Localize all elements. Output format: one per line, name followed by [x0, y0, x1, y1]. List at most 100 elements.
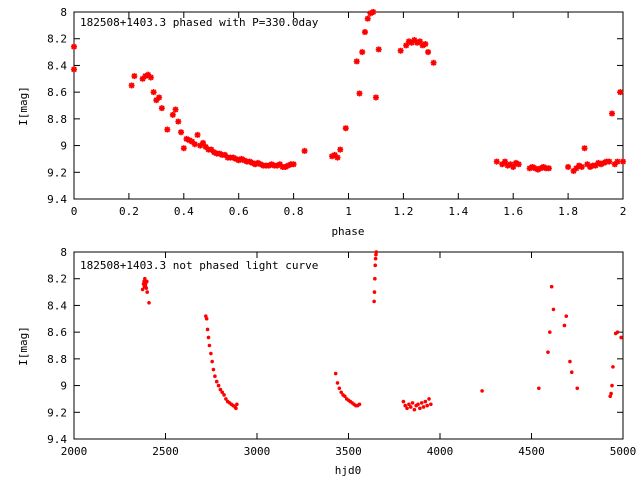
- phased-x-tick-label: 0.4: [174, 205, 194, 218]
- phased-data-point: [356, 90, 363, 97]
- unphased-data-point: [419, 401, 424, 405]
- phased-data-point: [609, 110, 616, 117]
- unphased-data-point: [210, 359, 214, 364]
- phased-data-point: [565, 163, 572, 170]
- phased-x-tick-label: 0.2: [119, 205, 139, 218]
- phased-data-point: [419, 42, 426, 49]
- unphased-data-point: [412, 407, 417, 412]
- phased-data-point: [600, 159, 607, 166]
- phased-data-point: [131, 73, 138, 80]
- phased-chart-title: 182508+1403.3 phased with P=330.0day: [80, 16, 319, 29]
- unphased-y-tick-label: 8: [60, 246, 67, 259]
- phased-data-point: [414, 39, 421, 46]
- phased-data-point: [534, 166, 541, 173]
- phased-y-tick-label: 8.4: [47, 59, 67, 72]
- phased-data-point: [230, 154, 237, 161]
- unphased-data-point: [209, 351, 213, 356]
- phased-data-point: [139, 75, 146, 82]
- unphased-data-point: [145, 279, 149, 284]
- phased-data-point: [301, 147, 308, 154]
- phased-data-point: [510, 163, 517, 170]
- phased-data-point: [169, 111, 176, 118]
- phased-y-tick-label: 8: [60, 6, 67, 19]
- unphased-data-point: [218, 387, 223, 392]
- phased-chart: 0 0.2 0.4 0.6 0.8 1 1.2 1.4 1.6 1.8 2 8 8.2 8.4 8.6 8.8…: [17, 6, 626, 238]
- phased-data-point: [235, 157, 242, 164]
- unphased-data-point: [222, 393, 226, 397]
- phased-data-point: [512, 159, 519, 166]
- unphased-data-point: [372, 290, 377, 294]
- unphased-data-point: [619, 335, 623, 340]
- phased-y-tick-label: 8.8: [47, 113, 67, 126]
- phased-data-point: [405, 38, 412, 45]
- unphased-y-tick-label: 9.2: [47, 406, 67, 419]
- unphased-data-point: [206, 335, 211, 340]
- unphased-data-point: [423, 399, 428, 404]
- unphased-data-point: [575, 386, 580, 391]
- phased-data-point: [282, 163, 289, 170]
- unphased-data-point: [216, 383, 221, 388]
- phased-data-point: [342, 125, 349, 132]
- unphased-plot-frame: [73, 251, 624, 440]
- unphased-x-tick-label: 4000: [427, 445, 454, 458]
- phased-data-point: [183, 135, 190, 142]
- phased-x-tick-label: 2: [620, 205, 627, 218]
- phased-y-tick-label: 9: [60, 140, 67, 153]
- unphased-data-point: [205, 327, 210, 332]
- phased-data-point: [252, 161, 259, 168]
- phased-data-point: [367, 10, 374, 17]
- unphased-data-point: [343, 394, 347, 399]
- unphased-data-point: [147, 300, 151, 305]
- unphased-y-tick-label: 9.4: [47, 433, 67, 446]
- phased-data-point: [611, 161, 618, 168]
- phased-data-point: [425, 49, 432, 56]
- unphased-data-point: [405, 406, 409, 411]
- unphased-x-tick-label: 3000: [244, 445, 271, 458]
- phased-data-point: [397, 47, 404, 54]
- phased-data-point: [504, 162, 511, 169]
- phased-data-point: [71, 43, 77, 50]
- phased-data-point: [499, 161, 506, 168]
- unphased-data-point: [339, 390, 343, 395]
- unphased-data-point: [615, 330, 620, 334]
- phased-data-point: [493, 158, 500, 165]
- unphased-data-point: [407, 402, 411, 407]
- phased-x-tick-label: 1.4: [448, 205, 468, 218]
- phased-data-point: [359, 49, 366, 56]
- phased-data-point: [411, 37, 418, 44]
- unphased-data-point: [416, 402, 420, 407]
- unphased-data-point: [562, 323, 567, 328]
- phased-data-point: [592, 162, 599, 169]
- phased-data-point: [584, 161, 591, 168]
- phased-data-point: [408, 39, 415, 46]
- phased-y-axis-label: I[mag]: [17, 86, 30, 126]
- unphased-data-point: [429, 402, 433, 407]
- phased-data-point: [197, 142, 204, 149]
- phased-data-point: [532, 165, 539, 172]
- phased-data-point: [573, 165, 580, 172]
- phased-data-point: [145, 71, 152, 78]
- phased-data-point: [257, 161, 264, 168]
- unphased-data-point: [335, 381, 340, 385]
- phased-data-point: [403, 42, 410, 49]
- unphased-data-point: [568, 359, 572, 364]
- unphased-data-point: [235, 402, 239, 407]
- unphased-data-point: [425, 403, 429, 408]
- unphased-data-point: [609, 391, 613, 396]
- unphased-x-tick-label: 2000: [61, 445, 88, 458]
- unphased-data-point: [372, 299, 376, 304]
- phased-data-point: [422, 41, 429, 48]
- unphased-data-point: [549, 284, 554, 289]
- phased-data-point: [334, 154, 341, 161]
- phased-data-point: [370, 9, 377, 15]
- unphased-data-point: [220, 390, 225, 395]
- phased-data-point: [545, 165, 552, 172]
- unphased-data-point: [373, 256, 378, 261]
- phased-data-point: [172, 106, 179, 113]
- phased-data-point: [246, 158, 253, 165]
- phased-x-tick-label: 0.6: [229, 205, 249, 218]
- unphased-data-point: [337, 386, 342, 391]
- phased-data-point: [241, 157, 248, 164]
- phased-data-point: [178, 129, 185, 136]
